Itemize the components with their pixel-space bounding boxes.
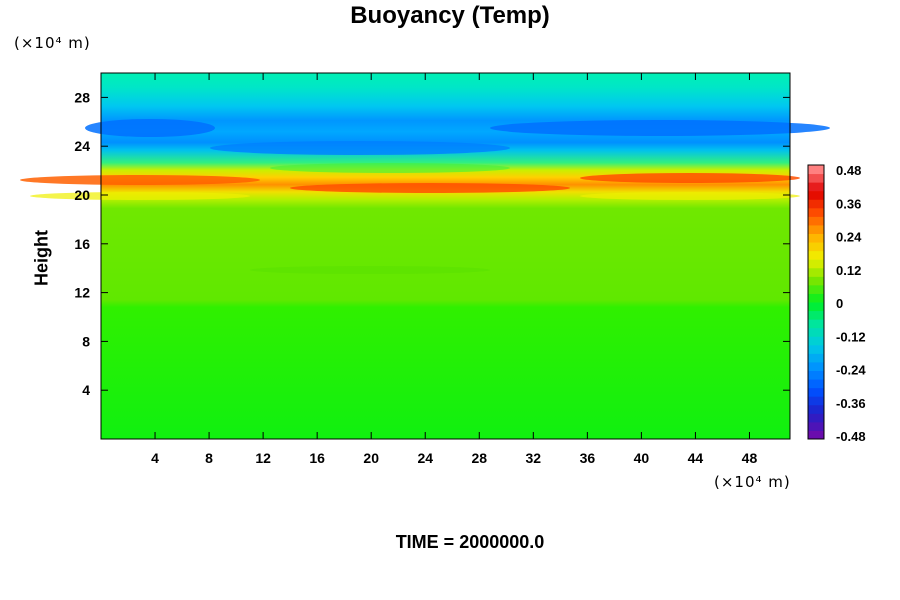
colorbar-swatch [808, 276, 824, 286]
colorbar-swatch [808, 413, 824, 423]
x-tick-label: 4 [151, 450, 159, 466]
colorbar-swatch [808, 165, 824, 175]
time-label: TIME = 2000000.0 [395, 532, 545, 552]
colorbar-swatch [808, 387, 824, 397]
chart-title: Buoyancy (Temp) [350, 2, 550, 29]
y-tick-label: 12 [74, 285, 90, 301]
warm-band-left [20, 175, 260, 185]
colorbar-swatch [808, 430, 824, 440]
colorbar-swatch [808, 302, 824, 312]
colorbar-swatch [808, 182, 824, 192]
cold-lobe-right [490, 120, 830, 136]
x-tick-label: 48 [742, 450, 758, 466]
colorbar-swatch [808, 361, 824, 371]
colorbar-swatch [808, 344, 824, 354]
colorbar-swatch [808, 199, 824, 209]
y-axis-label: Height [31, 230, 52, 286]
colorbar-swatch [808, 379, 824, 389]
colorbar-tick-label: 0.36 [836, 196, 861, 211]
cold-lobe-center [210, 141, 510, 155]
colorbar-swatch [808, 233, 824, 243]
colorbar-swatch [808, 404, 824, 414]
colorbar-swatch [808, 259, 824, 269]
y-tick-label: 16 [74, 236, 90, 252]
colorbar-swatch [808, 216, 824, 226]
yellow-band-left [30, 192, 250, 200]
colorbar-tick-label: -0.24 [836, 363, 866, 378]
x-tick-label: 20 [363, 450, 379, 466]
colorbar-swatch [808, 353, 824, 363]
x-tick-label: 12 [255, 450, 271, 466]
cold-lobe-left [85, 119, 215, 137]
green-patch-center [270, 163, 510, 173]
colorbar-tick-label: -0.36 [836, 396, 866, 411]
colorbar-tick-label: 0.24 [836, 230, 862, 245]
colorbar-swatch [808, 319, 824, 329]
colorbar-swatch [808, 396, 824, 406]
y-tick-label: 24 [74, 138, 90, 154]
colorbar: 0.48 0.36 0.24 0.12 0 -0.12 -0.24 -0.36 -0.48 [807, 163, 866, 444]
y-axis: 4 8 12 16 20 24 28 [74, 89, 790, 398]
colorbar-tick-label: -0.48 [836, 429, 866, 444]
y-tick-label: 28 [74, 89, 90, 105]
x-tick-label: 44 [688, 450, 704, 466]
warm-band-right [580, 173, 800, 183]
y-unit-label: (×10⁴ m) [14, 34, 91, 52]
colorbar-swatch [808, 310, 824, 320]
colorbar-tick-label: 0 [836, 296, 843, 311]
colorbar-swatch [808, 370, 824, 380]
colorbar-swatch [808, 250, 824, 260]
x-tick-label: 8 [205, 450, 213, 466]
plot-frame [100, 72, 791, 440]
colorbar-frame [807, 164, 825, 440]
y-tick-label: 20 [74, 187, 90, 203]
colorbar-tick-label: 0.48 [836, 163, 861, 178]
colorbar-swatch [808, 327, 824, 337]
x-tick-label: 24 [417, 450, 433, 466]
colorbar-swatch [808, 190, 824, 200]
colorbar-tick-label: -0.12 [836, 329, 866, 344]
yellow-band-right [580, 192, 800, 200]
x-axis: 4 8 12 16 20 24 28 32 36 40 44 48 [151, 73, 757, 466]
colorbar-swatch [808, 207, 824, 217]
x-tick-label: 36 [580, 450, 596, 466]
mid-green-patch [250, 266, 490, 274]
x-unit-label: (×10⁴ m) [714, 473, 791, 491]
colorbar-swatch [808, 421, 824, 431]
colorbar-swatch [808, 336, 824, 346]
colorbar-swatch [808, 267, 824, 277]
colorbar-swatch [808, 242, 824, 252]
colorbar-swatch [808, 284, 824, 294]
colorbar-swatch [808, 173, 824, 183]
colorbar-tick-label: 0.12 [836, 263, 861, 278]
colorbar-swatch [808, 224, 824, 234]
heatmap-field [20, 73, 830, 439]
x-tick-label: 16 [309, 450, 325, 466]
x-tick-label: 32 [526, 450, 542, 466]
y-tick-label: 4 [82, 382, 90, 398]
x-tick-label: 40 [634, 450, 650, 466]
warm-band-center [290, 183, 570, 193]
y-tick-label: 8 [82, 333, 90, 349]
colorbar-swatch [808, 293, 824, 303]
x-tick-label: 28 [471, 450, 487, 466]
